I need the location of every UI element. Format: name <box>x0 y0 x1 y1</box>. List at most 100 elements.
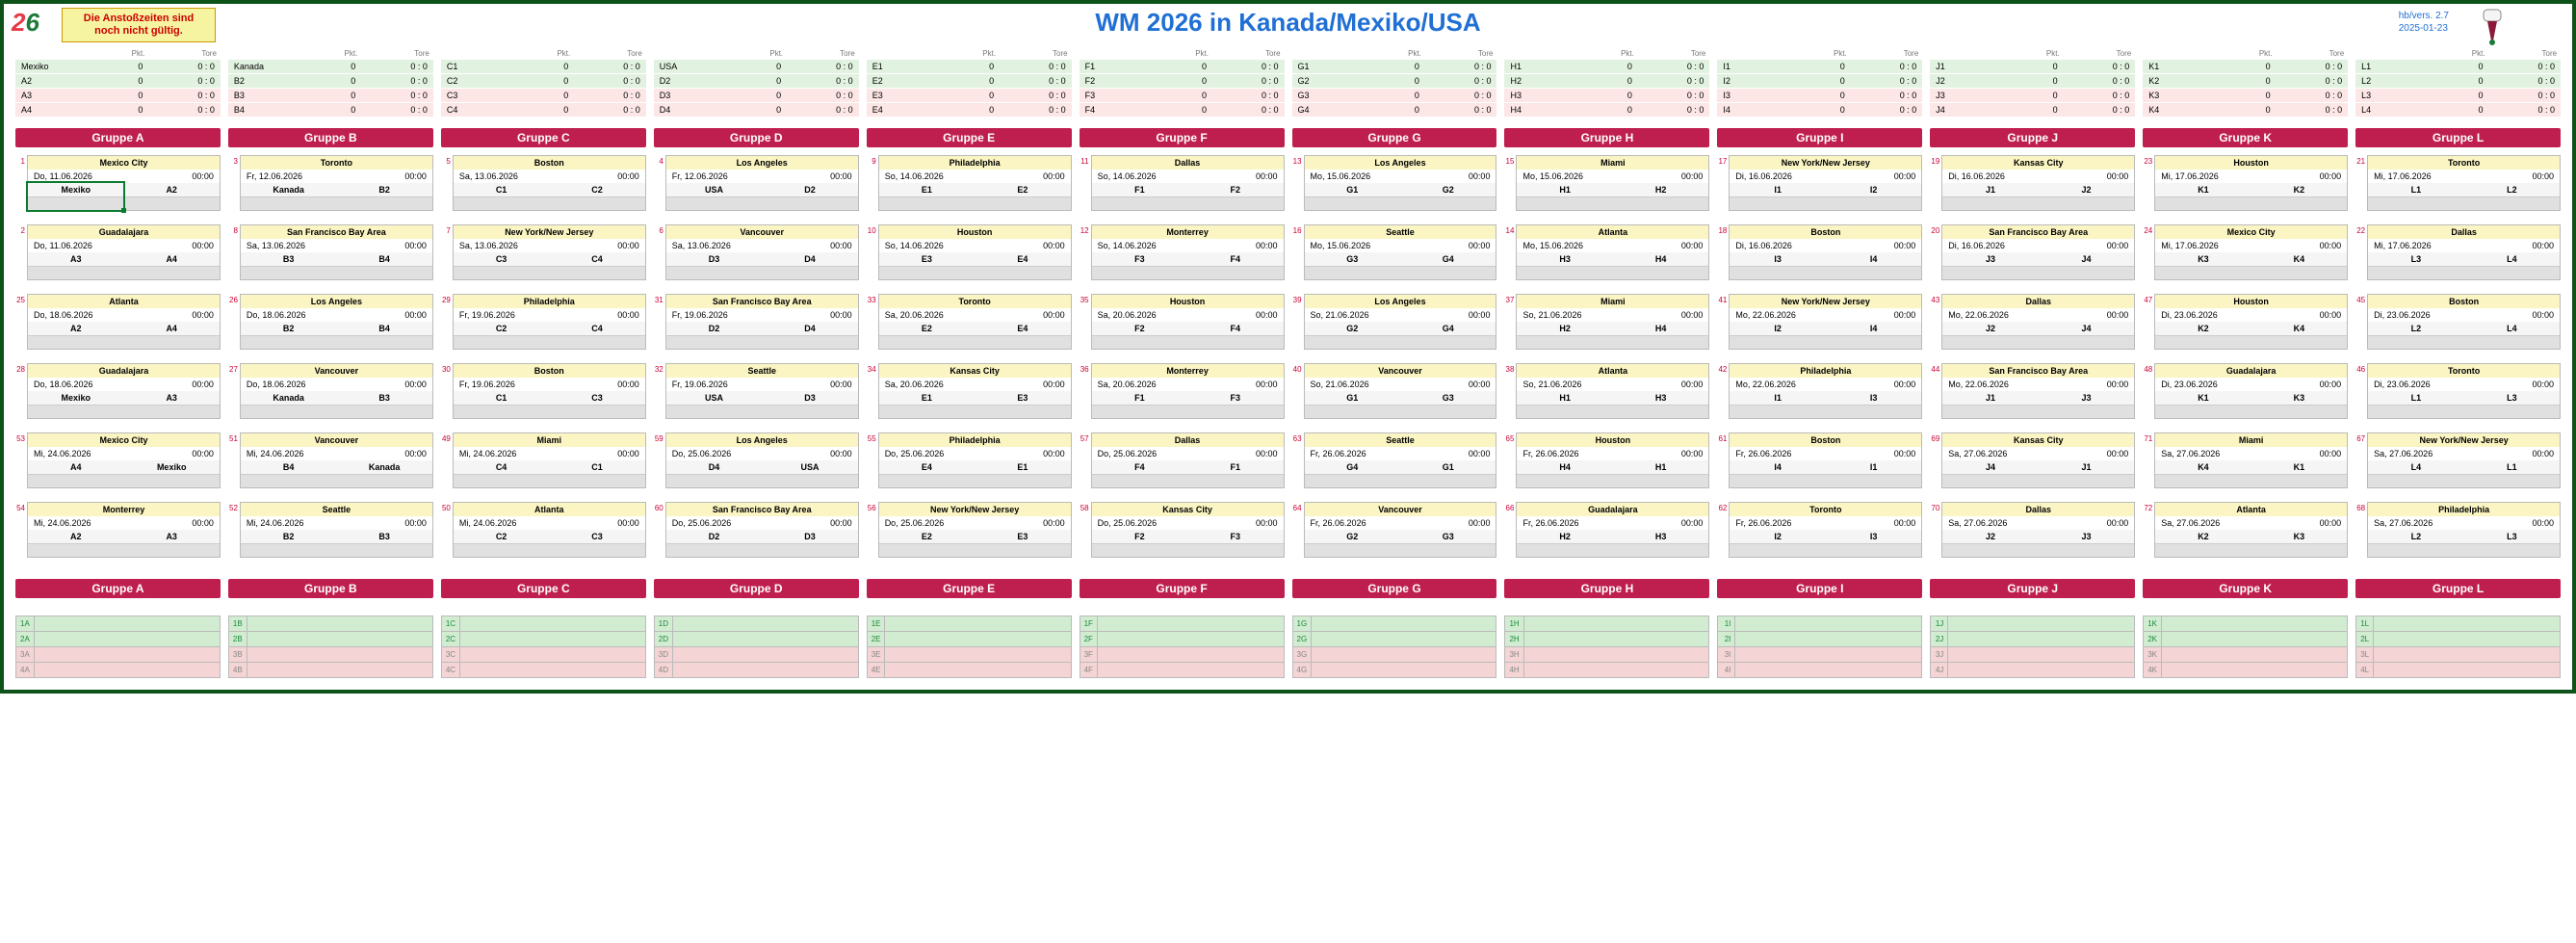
match-card[interactable]: VancouverSo, 21.06.202600:00G1G3 <box>1304 363 1497 419</box>
standings-cell[interactable]: 0 : 0 <box>2064 89 2136 103</box>
match-score-input[interactable] <box>1730 266 1921 279</box>
final-row[interactable]: 2B <box>228 632 432 647</box>
standings-cell[interactable]: 0 : 0 <box>1425 60 1497 74</box>
standings-row[interactable]: L100 : 0 <box>2355 60 2561 74</box>
match-score-input[interactable] <box>666 474 858 487</box>
standings-cell[interactable]: 0 <box>2459 103 2489 118</box>
match-card[interactable]: PhiladelphiaMo, 22.06.202600:00I1I3 <box>1729 363 1922 419</box>
standings-row[interactable]: USA00 : 0 <box>654 60 859 74</box>
final-row[interactable]: 2C <box>441 632 645 647</box>
standings-cell[interactable]: 0 : 0 <box>574 74 646 89</box>
standings-cell[interactable]: 0 : 0 <box>1851 60 1923 74</box>
match-score-input[interactable] <box>1305 335 1496 349</box>
match-score-input[interactable] <box>1092 266 1284 279</box>
standings-cell[interactable]: J4 <box>1930 103 2032 118</box>
match-card[interactable]: SeattleFr, 19.06.202600:00USAD3 <box>665 363 859 419</box>
standings-row[interactable]: I300 : 0 <box>1717 89 1922 103</box>
standings-row[interactable]: A200 : 0 <box>15 74 221 89</box>
final-team-cell[interactable] <box>1523 663 1709 678</box>
standings-cell[interactable]: H4 <box>1504 103 1606 118</box>
match-score-input[interactable] <box>2368 335 2560 349</box>
standings-cell[interactable]: 0 <box>969 103 1000 118</box>
match-card[interactable]: MiamiMi, 24.06.202600:00C4C1 <box>453 432 646 488</box>
match-score-input[interactable] <box>2155 335 2347 349</box>
match-card[interactable]: Los AngelesDo, 25.06.202600:00D4USA <box>665 432 859 488</box>
final-team-cell[interactable] <box>247 632 432 647</box>
match-score-input[interactable] <box>666 543 858 557</box>
standings-row[interactable]: A400 : 0 <box>15 103 221 118</box>
match-score-input[interactable] <box>1730 543 1921 557</box>
match-card[interactable]: San Francisco Bay AreaFr, 19.06.202600:0… <box>665 294 859 350</box>
standings-cell[interactable]: 0 : 0 <box>361 89 433 103</box>
standings-row[interactable]: K100 : 0 <box>2143 60 2348 74</box>
final-row[interactable]: 2E <box>867 632 1071 647</box>
final-team-cell[interactable] <box>1312 616 1496 632</box>
standings-cell[interactable]: I4 <box>1717 103 1819 118</box>
standings-cell[interactable]: 0 <box>1820 60 1851 74</box>
standings-cell[interactable]: 0 <box>543 74 574 89</box>
match-card[interactable]: BostonDi, 16.06.202600:00I3I4 <box>1729 224 1922 280</box>
match-score-input[interactable] <box>28 543 220 557</box>
final-team-cell[interactable] <box>247 647 432 663</box>
match-score-input[interactable] <box>1305 543 1496 557</box>
standings-cell[interactable]: 0 <box>543 103 574 118</box>
match-card[interactable]: SeattleMi, 24.06.202600:00B2B3 <box>240 502 433 558</box>
match-score-input[interactable] <box>2155 543 2347 557</box>
standings-cell[interactable]: L3 <box>2355 89 2458 103</box>
standings-cell[interactable]: L4 <box>2355 103 2458 118</box>
standings-row[interactable]: I100 : 0 <box>1717 60 1922 74</box>
final-row[interactable]: 2A <box>16 632 221 647</box>
final-team-cell[interactable] <box>460 663 646 678</box>
standings-cell[interactable]: 0 <box>1820 89 1851 103</box>
standings-cell[interactable]: F2 <box>1080 74 1182 89</box>
match-card[interactable]: PhiladelphiaSa, 27.06.202600:00L2L3 <box>2367 502 2561 558</box>
final-team-cell[interactable] <box>1735 632 1922 647</box>
match-card[interactable]: DallasMi, 17.06.202600:00L3L4 <box>2367 224 2561 280</box>
match-card[interactable]: Los AngelesSo, 21.06.202600:00G2G4 <box>1304 294 1497 350</box>
match-card[interactable]: San Francisco Bay AreaDi, 16.06.202600:0… <box>1941 224 2135 280</box>
final-team-cell[interactable] <box>1948 632 2135 647</box>
standings-cell[interactable]: G1 <box>1292 60 1394 74</box>
match-score-input[interactable] <box>1942 196 2134 210</box>
standings-cell[interactable]: 0 : 0 <box>1638 60 1710 74</box>
standings-cell[interactable]: B4 <box>228 103 330 118</box>
match-score-input[interactable] <box>1305 196 1496 210</box>
standings-row[interactable]: L300 : 0 <box>2355 89 2561 103</box>
standings-cell[interactable]: E3 <box>867 89 969 103</box>
standings-cell[interactable]: 0 <box>756 103 787 118</box>
final-row[interactable]: 1K <box>2144 616 2348 632</box>
final-row[interactable]: 1A <box>16 616 221 632</box>
standings-cell[interactable]: 0 <box>2246 89 2277 103</box>
standings-row[interactable]: J200 : 0 <box>1930 74 2135 89</box>
match-score-input[interactable] <box>241 543 432 557</box>
match-card[interactable]: MonterreySo, 14.06.202600:00F3F4 <box>1091 224 1285 280</box>
match-card[interactable]: Kansas CitySa, 20.06.202600:00E1E3 <box>878 363 1072 419</box>
match-card[interactable]: TorontoSa, 20.06.202600:00E2E4 <box>878 294 1072 350</box>
match-card[interactable]: MiamiSo, 21.06.202600:00H2H4 <box>1516 294 1709 350</box>
standings-cell[interactable]: 0 : 0 <box>1000 103 1072 118</box>
standings-cell[interactable]: 0 <box>2459 89 2489 103</box>
standings-cell[interactable]: 0 : 0 <box>1000 89 1072 103</box>
standings-cell[interactable]: 0 : 0 <box>2489 74 2562 89</box>
match-card[interactable]: PhiladelphiaSo, 14.06.202600:00E1E2 <box>878 155 1072 211</box>
final-row[interactable]: 2G <box>1292 632 1496 647</box>
standings-cell[interactable]: J2 <box>1930 74 2032 89</box>
standings-cell[interactable]: 0 : 0 <box>787 103 859 118</box>
standings-row[interactable]: J400 : 0 <box>1930 103 2135 118</box>
standings-row[interactable]: C100 : 0 <box>441 60 646 74</box>
final-team-cell[interactable] <box>885 616 1071 632</box>
final-row[interactable]: 1C <box>441 616 645 632</box>
match-card[interactable]: HoustonSo, 14.06.202600:00E3E4 <box>878 224 1072 280</box>
standings-row[interactable]: B200 : 0 <box>228 74 433 89</box>
standings-cell[interactable]: 0 <box>1182 60 1212 74</box>
match-card[interactable]: DallasMo, 22.06.202600:00J2J4 <box>1941 294 2135 350</box>
match-card[interactable]: Los AngelesFr, 12.06.202600:00USAD2 <box>665 155 859 211</box>
standings-cell[interactable]: L1 <box>2355 60 2458 74</box>
standings-row[interactable]: K300 : 0 <box>2143 89 2348 103</box>
standings-cell[interactable]: 0 : 0 <box>2489 103 2562 118</box>
match-card[interactable]: MiamiSa, 27.06.202600:00K4K1 <box>2154 432 2348 488</box>
match-score-input[interactable] <box>454 335 645 349</box>
standings-cell[interactable]: H1 <box>1504 60 1606 74</box>
standings-cell[interactable]: 0 : 0 <box>2064 74 2136 89</box>
standings-cell[interactable]: A2 <box>15 74 117 89</box>
